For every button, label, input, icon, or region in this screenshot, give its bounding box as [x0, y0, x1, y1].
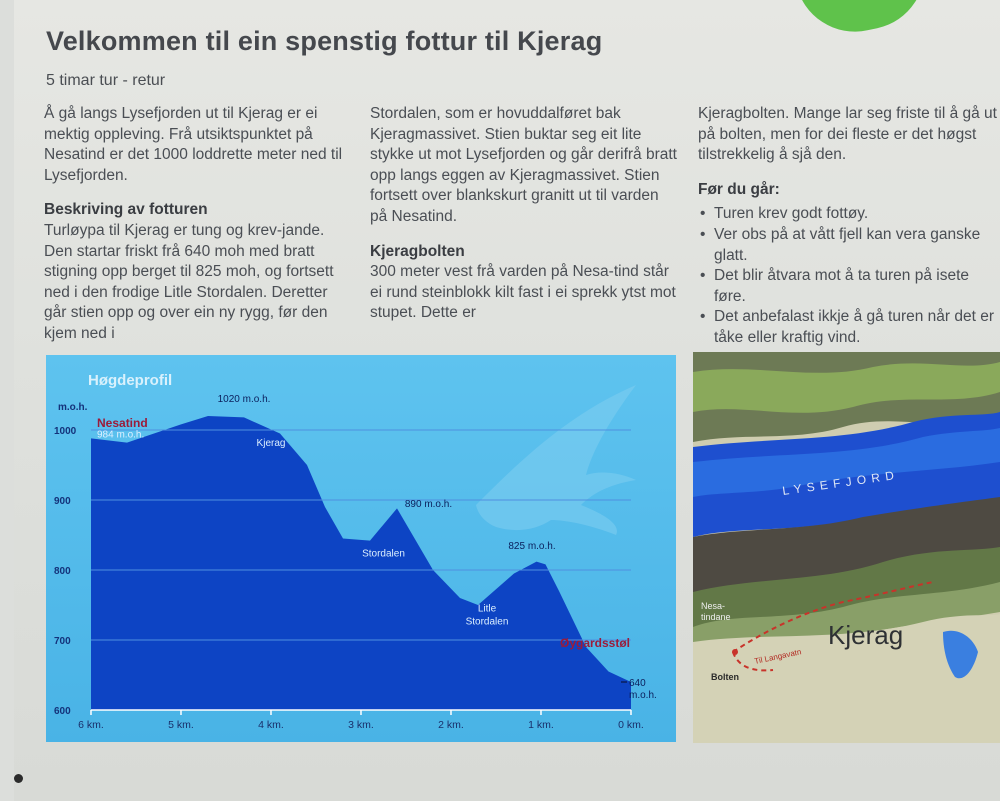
chart-annotation: Kjerag — [257, 438, 286, 449]
eagle-silhouette — [476, 385, 636, 535]
x-tick-label: 3 km. — [348, 719, 374, 731]
elevation-profile-chart: Høgdeprofil m.o.h. 600 700 800 900 1000 6 km… — [46, 355, 676, 742]
text-column-2: Stordalen, som er hovuddalføret bak Kjer… — [370, 104, 680, 338]
kjeragbolten-text: 300 meter vest frå varden på Nesa-tind s… — [370, 263, 676, 322]
end-elevation-label: 640 — [629, 678, 646, 689]
trail-branch — [732, 651, 774, 672]
trail-map-svg: L Y S E F J O R D Kjerag Nesa- tindane B… — [693, 352, 1000, 743]
ridge-vegetation — [693, 547, 1000, 657]
chart-title: Høgdeprofil — [88, 372, 172, 389]
chart-annotation: Stordalen — [466, 617, 509, 628]
chart-annotation: Litle — [478, 603, 497, 614]
place-label-nesatind: Nesa- — [701, 601, 725, 611]
y-tick-label: 1000 — [54, 426, 77, 437]
before-you-go-list: Turen krev godt fottøy. Ver obs på at vå… — [698, 204, 998, 348]
intro-paragraph: Å gå langs Lysefjorden ut til Kjerag er … — [44, 105, 343, 184]
grid-lines — [91, 429, 631, 641]
y-tick-label: 700 — [54, 636, 71, 647]
trail-description-heading: Beskriving av fotturen — [44, 201, 208, 219]
before-you-go-heading: Før du går: — [698, 180, 780, 198]
list-item: Det anbefalast ikkje å gå turen når det … — [698, 307, 998, 348]
x-tick-label: 4 km. — [258, 719, 284, 731]
kjeragbolten-heading: Kjeragbolten — [370, 242, 465, 260]
x-tick-label: 6 km. — [78, 719, 104, 731]
elevation-profile-svg: Høgdeprofil m.o.h. 600 700 800 900 1000 6 km… — [54, 372, 657, 731]
trail-line — [732, 581, 934, 653]
page-subtitle: 5 timar tur - retur — [46, 72, 166, 89]
chart-annotation: Stordalen — [362, 549, 405, 560]
screw-hole — [14, 774, 23, 783]
x-axis: 6 km. 5 km. 4 km. 3 km. 2 km. 1 km. 0 km. — [78, 709, 644, 731]
text-column-3: Kjeragbolten. Mange lar seg friste til å… — [698, 104, 998, 349]
trail-continued-text: Stordalen, som er hovuddalføret bak Kjer… — [370, 105, 677, 225]
list-item: Det blir åtvara mot å ta turen på isete … — [698, 266, 998, 307]
y-tick-label: 600 — [54, 706, 71, 717]
trail-map: L Y S E F J O R D Kjerag Nesa- tindane B… — [693, 352, 1000, 743]
x-tick-label: 1 km. — [528, 719, 554, 731]
text-column-1: Å gå langs Lysefjorden ut til Kjerag er … — [44, 104, 354, 359]
y-tick-label: 800 — [54, 566, 71, 577]
y-tick-label: 900 — [54, 496, 71, 507]
trail-description-text: Turløypa til Kjerag er tung og krev-jand… — [44, 221, 334, 342]
list-item: Ver obs på at vått fjell kan vera ganske… — [698, 225, 998, 266]
mountain-lake — [943, 630, 978, 679]
plateau — [693, 614, 1000, 743]
lysefjord-shallow — [693, 428, 1000, 497]
chart-annotation: 1020 m.o.h. — [218, 394, 271, 405]
chart-annotation: 984 m.o.h. — [97, 430, 144, 441]
bolten-marker — [732, 649, 738, 655]
chart-annotation: Nesatind — [97, 416, 148, 430]
chart-annotation: 890 m.o.h. — [405, 499, 452, 510]
place-label-nesatind-2: tindane — [701, 612, 731, 622]
kjeragbolten-continued-text: Kjeragbolten. Mange lar seg friste til å… — [698, 105, 997, 164]
x-tick-label: 5 km. — [168, 719, 194, 731]
terrain-area — [91, 416, 631, 710]
chart-annotation: Øygardsstøl — [560, 636, 630, 650]
list-item: Turen krev godt fottøy. — [698, 204, 998, 225]
mountain-label: Kjerag — [828, 620, 903, 650]
chart-annotation: 825 m.o.h. — [508, 541, 555, 552]
end-elevation-label: m.o.h. — [629, 690, 657, 701]
x-tick-label: 2 km. — [438, 719, 464, 731]
x-tick-label: 0 km. — [618, 719, 644, 731]
place-label-bolten: Bolten — [711, 672, 739, 682]
y-axis-ticks: 600 700 800 900 1000 — [54, 426, 77, 717]
northern-forest — [693, 362, 1000, 413]
y-axis-unit-label: m.o.h. — [58, 402, 88, 413]
page-title: Velkommen til ein spenstig fottur til Kj… — [46, 26, 603, 56]
